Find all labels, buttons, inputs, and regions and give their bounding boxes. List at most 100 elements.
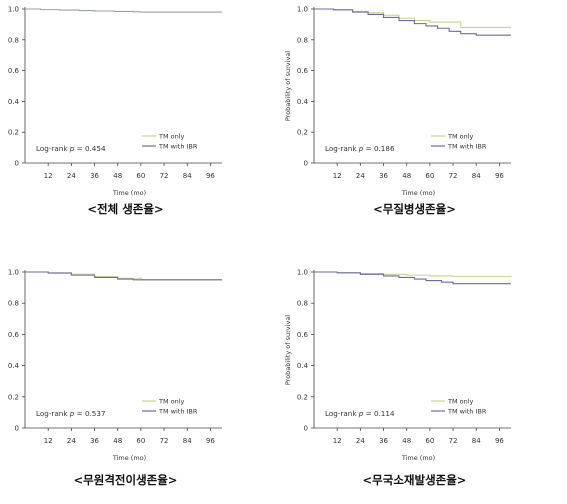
chart-panel-4: 0 0.2 0.4 0.6 0.8 1.0 12 24 36 48 60 72 84 96 Time (mo… [284, 269, 512, 487]
x-tick-label: 48 [113, 172, 122, 180]
chart-panel-2: 0 0.2 0.4 0.6 0.8 1.0 12 24 36 48 60 72 84 96 Time (mo… [284, 6, 511, 216]
x-tick-label: 84 [472, 172, 481, 180]
x-tick-label: 84 [472, 437, 481, 445]
legend-label: TM with IBR [158, 142, 198, 150]
logrank-p-symbol: p [69, 409, 75, 418]
x-tick-label: 60 [136, 437, 145, 445]
survival-curve-series-1 [25, 8, 222, 13]
y-tick-label: 0.4 [297, 98, 309, 106]
x-tick-label: 60 [425, 437, 434, 445]
x-axis-title: Time (mo) [401, 454, 435, 462]
x-tick-label: 48 [113, 437, 122, 445]
x-tick-label: 96 [206, 172, 215, 180]
y-tick-label: 1.0 [8, 269, 19, 277]
y-tick-label: 0.2 [297, 129, 308, 137]
y-tick-label: 1.0 [297, 269, 308, 277]
x-tick-label: 24 [67, 437, 76, 445]
y-tick-label: 0.4 [8, 98, 20, 106]
x-tick-label: 36 [379, 172, 388, 180]
y-tick-label: 0 [15, 425, 19, 433]
legend-label: TM only [158, 132, 185, 140]
x-tick-label: 36 [90, 437, 99, 445]
logrank-prefix: Log-rank [325, 409, 359, 418]
x-axis-title: Time (mo) [112, 189, 146, 197]
y-tick-label: 0 [304, 425, 308, 433]
y-axis-title: Probability of survival [284, 51, 292, 121]
x-tick-label: 36 [90, 172, 99, 180]
x-tick-label: 24 [356, 172, 365, 180]
chart-panel-3: 0 0.2 0.4 0.6 0.8 1.0 12 24 36 48 60 72 84 96 Time (mo… [8, 269, 222, 487]
logrank-p-symbol: p [69, 144, 75, 153]
y-tick-label: 0.2 [297, 393, 308, 401]
y-tick-label: 0 [15, 160, 19, 168]
y-tick-label: 0 [304, 160, 308, 168]
x-tick-label: 72 [160, 437, 169, 445]
x-tick-label: 12 [44, 172, 53, 180]
x-tick-label: 84 [183, 172, 192, 180]
x-tick-label: 96 [495, 437, 504, 445]
x-tick-label: 36 [379, 437, 388, 445]
y-axis-title: Probability of survival [284, 315, 292, 385]
chart-caption: <전체 생존율> [87, 202, 163, 216]
y-tick-label: 0.6 [297, 331, 309, 339]
y-tick-label: 0.8 [297, 36, 308, 44]
logrank-value: = 0.454 [74, 144, 106, 153]
logrank-prefix: Log-rank [36, 409, 70, 418]
survival-curve-series-2 [25, 271, 222, 281]
y-tick-label: 0.6 [297, 67, 309, 75]
legend-label: TM with IBR [158, 407, 198, 415]
x-tick-label: 48 [402, 437, 411, 445]
y-tick-label: 0.2 [8, 129, 19, 137]
logrank-prefix: Log-rank [325, 144, 359, 153]
legend-label: TM only [447, 132, 474, 140]
y-tick-label: 0.6 [8, 67, 20, 75]
legend-label: TM only [158, 397, 185, 405]
logrank-annotation: Log-rank p = 0.114 [325, 409, 395, 418]
x-tick-label: 12 [44, 437, 53, 445]
x-tick-label: 12 [333, 437, 342, 445]
legend-label: TM with IBR [447, 142, 487, 150]
y-tick-label: 0.8 [8, 300, 19, 308]
logrank-value: = 0.186 [363, 144, 395, 153]
x-tick-label: 72 [160, 172, 169, 180]
y-tick-label: 1.0 [8, 6, 19, 14]
x-tick-label: 60 [425, 172, 434, 180]
x-tick-label: 96 [206, 437, 215, 445]
x-axis-title: Time (mo) [112, 454, 146, 462]
x-tick-label: 72 [449, 437, 458, 445]
x-tick-label: 72 [449, 172, 458, 180]
survival-curve-series-2 [314, 8, 511, 36]
y-tick-label: 0.8 [297, 300, 308, 308]
logrank-p-symbol: p [358, 409, 364, 418]
chart-caption: <무국소재발생존율> [363, 473, 467, 487]
logrank-annotation: Log-rank p = 0.454 [36, 144, 106, 153]
x-tick-label: 24 [356, 437, 365, 445]
survival-curve-series-2 [314, 271, 511, 285]
chart-caption: <무원격전이생존율> [74, 473, 178, 487]
y-tick-label: 0.8 [8, 36, 19, 44]
survival-curve-series-1 [314, 8, 511, 29]
x-tick-label: 96 [495, 172, 504, 180]
y-tick-label: 0.2 [8, 393, 19, 401]
y-tick-label: 0.6 [8, 331, 20, 339]
logrank-annotation: Log-rank p = 0.186 [325, 144, 395, 153]
logrank-prefix: Log-rank [36, 144, 70, 153]
logrank-value: = 0.537 [74, 409, 105, 418]
legend-label: TM with IBR [447, 407, 487, 415]
x-axis-title: Time (mo) [401, 189, 435, 197]
x-tick-label: 12 [333, 172, 342, 180]
chart-panel-1: 0 0.2 0.4 0.6 0.8 1.0 12 24 36 48 60 72 84 96 Time (mo… [8, 6, 222, 216]
x-tick-label: 84 [183, 437, 192, 445]
y-tick-label: 1.0 [297, 6, 308, 14]
x-tick-label: 60 [136, 172, 145, 180]
logrank-value: = 0.114 [363, 409, 395, 418]
y-tick-label: 0.4 [8, 362, 20, 370]
legend-label: TM only [447, 397, 474, 405]
y-tick-label: 0.4 [297, 362, 309, 370]
chart-caption: <무질병생존율> [373, 202, 456, 216]
x-tick-label: 24 [67, 172, 76, 180]
logrank-p-symbol: p [358, 144, 364, 153]
x-tick-label: 48 [402, 172, 411, 180]
logrank-annotation: Log-rank p = 0.537 [36, 409, 106, 418]
